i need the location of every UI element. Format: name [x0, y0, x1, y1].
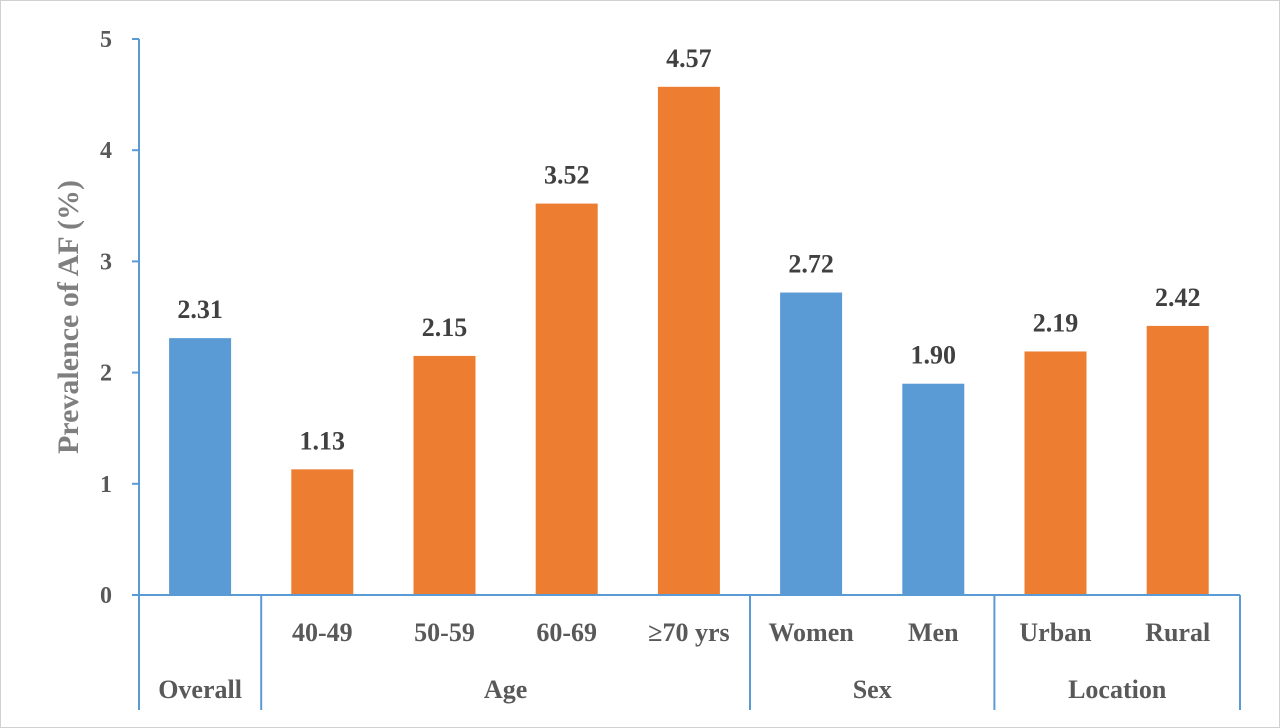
- data-label: 1.13: [300, 426, 346, 455]
- y-tick-label: 3: [100, 249, 112, 275]
- y-axis: 0 1 2 3 4 5: [100, 27, 140, 609]
- bar: [169, 338, 232, 595]
- bar: [535, 203, 598, 596]
- group-label: Age: [484, 675, 527, 704]
- data-label: 1.90: [911, 341, 957, 370]
- group-label: Location: [1068, 675, 1167, 704]
- bar: [1024, 351, 1087, 595]
- y-tick-label: 2: [100, 361, 112, 387]
- bars: [169, 86, 1209, 596]
- bar: [1146, 325, 1209, 595]
- category-label: Men: [908, 618, 959, 647]
- y-axis-label: Prevalence of AF (%): [52, 180, 85, 454]
- y-tick-label: 4: [100, 138, 112, 164]
- value-labels: 2.31 1.13 2.15 3.52 4.57 2.72 1.90 2.19 2.42: [177, 44, 1200, 456]
- category-label: 50-59: [414, 618, 475, 647]
- bar: [291, 469, 354, 595]
- data-label: 2.31: [177, 295, 223, 324]
- y-tick-label: 1: [100, 472, 112, 498]
- y-tick-label: 0: [100, 583, 112, 609]
- group-label: Sex: [853, 675, 892, 704]
- data-label: 2.42: [1155, 283, 1201, 312]
- bar: [780, 292, 843, 595]
- category-label: Urban: [1019, 618, 1092, 647]
- data-label: 2.15: [422, 313, 468, 342]
- group-label: Overall: [158, 675, 242, 704]
- bar: [657, 86, 720, 595]
- data-label: 2.72: [788, 250, 834, 279]
- category-label: ≥70 yrs: [648, 618, 729, 647]
- data-label: 2.19: [1033, 308, 1079, 337]
- bar: [413, 355, 476, 595]
- data-label: 4.57: [666, 44, 712, 73]
- x-axis: 40-49 50-59 60-69 ≥70 yrs Women Men Urban Rural…: [138, 594, 1241, 710]
- category-label: Rural: [1145, 618, 1210, 647]
- data-label: 3.52: [544, 161, 590, 190]
- y-tick-label: 5: [100, 27, 112, 53]
- bar: [902, 383, 965, 595]
- category-label: 40-49: [292, 618, 353, 647]
- category-label: Women: [768, 618, 854, 647]
- category-label: 60-69: [536, 618, 597, 647]
